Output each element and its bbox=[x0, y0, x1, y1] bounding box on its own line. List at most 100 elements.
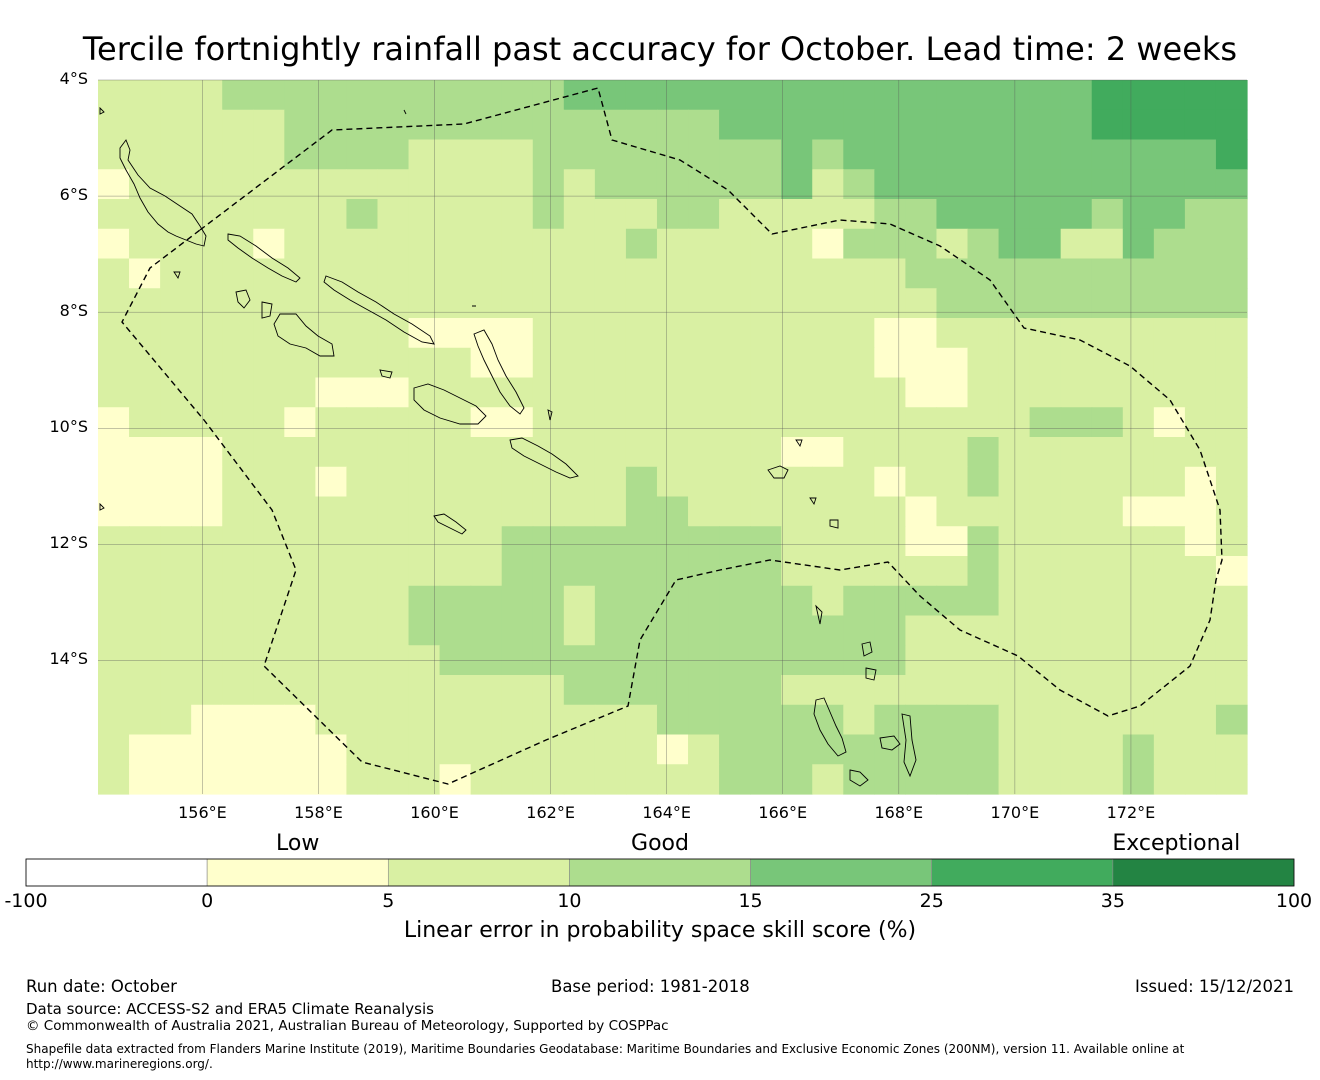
grid-cell bbox=[594, 556, 627, 587]
grid-cell bbox=[688, 199, 720, 230]
grid-cell bbox=[532, 496, 565, 527]
grid-cell bbox=[253, 437, 285, 468]
grid-cell bbox=[594, 704, 627, 736]
grid-cell bbox=[1153, 437, 1186, 468]
grid-cell bbox=[998, 496, 1031, 527]
grid-cell bbox=[346, 407, 379, 438]
grid-cell bbox=[874, 764, 906, 795]
grid-cell bbox=[563, 169, 596, 200]
grid-cell bbox=[594, 377, 627, 408]
grid-cell bbox=[905, 437, 938, 468]
grid-cell bbox=[408, 139, 441, 170]
grid-cell bbox=[719, 139, 751, 170]
grid-cell bbox=[688, 169, 720, 200]
grid-cell bbox=[1091, 80, 1124, 111]
data-source: Data source: ACCESS-S2 and ERA5 Climate … bbox=[26, 1000, 434, 1018]
grid-cell bbox=[315, 258, 348, 289]
coastline-ambae bbox=[849, 769, 869, 787]
grid-cell bbox=[936, 377, 969, 408]
grid-cell bbox=[1029, 139, 1062, 170]
grid-cell bbox=[470, 526, 503, 557]
grid-cell bbox=[905, 80, 938, 111]
grid-cell bbox=[129, 80, 161, 111]
grid-cell bbox=[439, 377, 472, 408]
grid-cell bbox=[377, 734, 410, 765]
grid-cell bbox=[936, 734, 969, 765]
grid-cell bbox=[439, 556, 472, 587]
grid-cell bbox=[967, 199, 1000, 230]
grid-cell bbox=[222, 109, 254, 141]
grid-cell bbox=[191, 80, 223, 111]
grid-cell bbox=[284, 407, 316, 438]
grid-cell bbox=[253, 675, 285, 706]
colorbar-tick-label: -100 bbox=[4, 890, 48, 912]
grid-cell bbox=[532, 704, 565, 736]
grid-cell bbox=[905, 675, 938, 706]
grid-cell bbox=[781, 496, 813, 527]
grid-cell bbox=[377, 139, 410, 170]
grid-cell bbox=[408, 675, 441, 706]
grid-cell bbox=[1091, 556, 1124, 587]
grid-cell bbox=[1060, 437, 1093, 468]
grid-cell bbox=[98, 139, 130, 170]
grid-cell bbox=[1153, 675, 1186, 706]
grid-cell bbox=[160, 377, 192, 408]
grid-cell bbox=[812, 169, 844, 200]
grid-cell bbox=[719, 258, 751, 289]
grid-cell bbox=[1153, 169, 1186, 200]
grid-cell bbox=[998, 377, 1031, 408]
grid-cell bbox=[1184, 704, 1217, 736]
grid-cell bbox=[439, 764, 472, 795]
grid-cell bbox=[470, 169, 503, 200]
grid-cell bbox=[470, 437, 503, 468]
grid-cell bbox=[1122, 496, 1155, 527]
coastline-espiritu-santo bbox=[813, 697, 847, 757]
grid-cell bbox=[253, 228, 285, 260]
grid-cell bbox=[781, 704, 813, 736]
latitude-label: 10°S bbox=[49, 417, 88, 437]
grid-cell bbox=[315, 466, 348, 498]
grid-cell bbox=[874, 704, 906, 736]
grid-cell bbox=[843, 347, 875, 379]
grid-cell bbox=[346, 169, 379, 200]
grid-cell bbox=[781, 526, 813, 557]
grid-cell bbox=[1153, 258, 1186, 289]
grid-cell bbox=[191, 615, 223, 646]
grid-cell bbox=[750, 496, 782, 527]
grid-cell bbox=[967, 675, 1000, 706]
grid-cell bbox=[129, 347, 161, 379]
grid-cell bbox=[1215, 585, 1248, 617]
grid-cell bbox=[998, 675, 1031, 706]
grid-cell bbox=[1060, 407, 1093, 438]
grid-cell bbox=[1122, 675, 1155, 706]
grid-cell bbox=[191, 377, 223, 408]
grid-cell bbox=[812, 496, 844, 527]
coastline-new-georgia bbox=[235, 289, 335, 357]
grid-cell bbox=[563, 139, 596, 170]
grid-cell bbox=[222, 318, 254, 349]
grid-cell bbox=[129, 496, 161, 527]
grid-cell bbox=[501, 496, 534, 527]
grid-cell bbox=[874, 139, 906, 170]
grid-cell bbox=[750, 615, 782, 646]
grid-cell bbox=[750, 199, 782, 230]
coastline-rennell bbox=[433, 513, 467, 535]
grid-cell bbox=[470, 615, 503, 646]
grid-cell bbox=[284, 228, 316, 260]
colorbar-bin bbox=[569, 858, 751, 887]
grid-cell bbox=[563, 258, 596, 289]
grid-cell bbox=[284, 288, 316, 319]
grid-cell bbox=[439, 199, 472, 230]
grid-cell bbox=[998, 615, 1031, 646]
grid-cell bbox=[905, 734, 938, 765]
grid-cell bbox=[1060, 764, 1093, 795]
grid-cell bbox=[439, 258, 472, 289]
grid-cell bbox=[874, 437, 906, 468]
grid-cell bbox=[1122, 615, 1155, 646]
grid-cell bbox=[594, 347, 627, 379]
grid-cell bbox=[781, 466, 813, 498]
grid-cell bbox=[905, 764, 938, 795]
grid-cell bbox=[625, 80, 658, 111]
grid-cell bbox=[346, 764, 379, 795]
grid-cell bbox=[98, 288, 130, 319]
